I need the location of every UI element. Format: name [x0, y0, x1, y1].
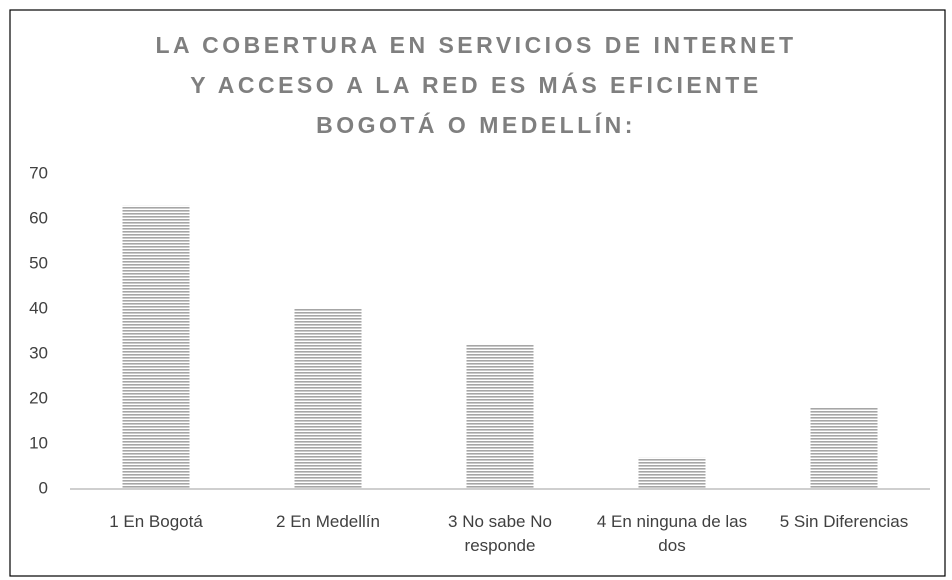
chart-frame [9, 9, 946, 577]
y-tick-label: 70 [29, 163, 48, 182]
chart-title: Y ACCESO A LA RED ES MÁS EFICIENTE [190, 71, 761, 98]
bar [466, 345, 534, 489]
y-tick-label: 20 [29, 388, 48, 407]
bar [294, 309, 362, 489]
bar [638, 457, 706, 489]
bar [810, 408, 878, 489]
bar [122, 205, 190, 489]
x-tick-label: 5 Sin Diferencias [779, 512, 909, 531]
y-tick-label: 10 [29, 433, 48, 452]
y-tick-label: 30 [29, 343, 48, 362]
x-tick-label: 1 En Bogotá [109, 512, 203, 531]
y-tick-label: 0 [39, 478, 48, 497]
y-tick-label: 60 [29, 208, 48, 227]
chart-title: LA COBERTURA EN SERVICIOS DE INTERNET [155, 32, 796, 58]
chart-title: BOGOTÁ O MEDELLÍN: [316, 111, 636, 138]
x-tick-label: 4 En ninguna de las dos [596, 512, 748, 555]
x-tick-label: 2 En Medellín [276, 512, 380, 531]
x-tick-label: 3 No sabe No responde [448, 512, 552, 555]
y-tick-label: 40 [29, 298, 48, 317]
y-tick-label: 50 [29, 253, 48, 272]
